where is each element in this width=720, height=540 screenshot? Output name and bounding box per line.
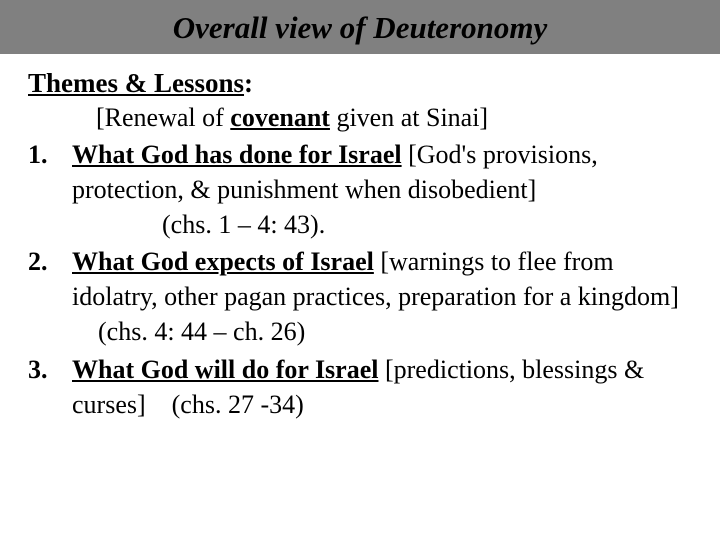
list-item: 3. What God will do for Israel [predicti… bbox=[28, 352, 692, 422]
item-body: What God has done for Israel [God's prov… bbox=[72, 137, 692, 242]
list-item: 2. What God expects of Israel [warnings … bbox=[28, 244, 692, 349]
list: 1. What God has done for Israel [God's p… bbox=[28, 137, 692, 422]
item-number: 3. bbox=[28, 352, 72, 422]
item-number: 1. bbox=[28, 137, 72, 242]
subtitle-post: given at Sinai] bbox=[330, 103, 488, 132]
themes-label: Themes & Lessons bbox=[28, 68, 244, 98]
subtitle: [Renewal of covenant given at Sinai] bbox=[28, 103, 692, 133]
item-chs: (chs. 27 -34) bbox=[172, 390, 304, 419]
list-item: 1. What God has done for Israel [God's p… bbox=[28, 137, 692, 242]
item-heading: What God has done for Israel bbox=[72, 140, 402, 169]
item-body: What God expects of Israel [warnings to … bbox=[72, 244, 692, 349]
themes-colon: : bbox=[244, 68, 253, 98]
subtitle-pre: [Renewal of bbox=[96, 103, 230, 132]
content-area: Themes & Lessons: [Renewal of covenant g… bbox=[0, 54, 720, 422]
title-bar: Overall view of Deuteronomy bbox=[0, 0, 720, 54]
item-chs: (chs. 1 – 4: 43). bbox=[72, 207, 692, 242]
themes-heading: Themes & Lessons: bbox=[28, 68, 692, 99]
subtitle-emph: covenant bbox=[230, 103, 330, 132]
page-title: Overall view of Deuteronomy bbox=[173, 10, 548, 45]
item-body: What God will do for Israel [predictions… bbox=[72, 352, 692, 422]
item-chs: (chs. 4: 44 – ch. 26) bbox=[98, 317, 305, 346]
item-number: 2. bbox=[28, 244, 72, 349]
item-heading: What God expects of Israel bbox=[72, 247, 374, 276]
item-heading: What God will do for Israel bbox=[72, 355, 378, 384]
